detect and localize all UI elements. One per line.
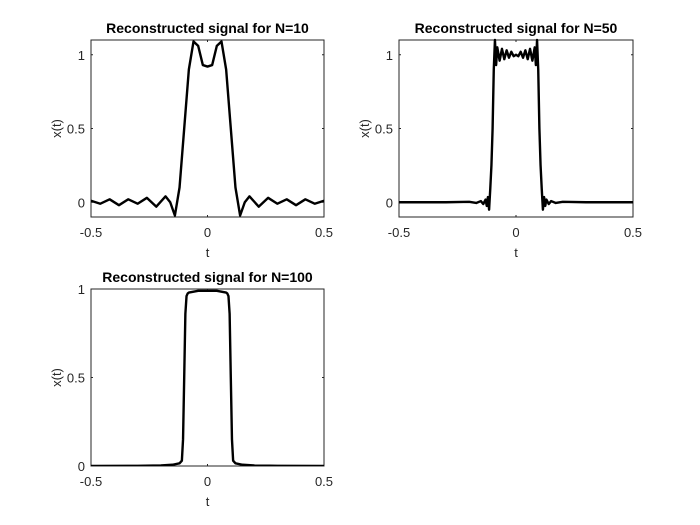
y-tick-label: 0.5	[67, 371, 85, 386]
y-axis-label: x(t)	[49, 368, 64, 387]
y-tick-label: 0	[78, 459, 85, 474]
y-tick-label: 0.5	[67, 122, 85, 137]
signal-line	[91, 40, 324, 217]
y-tick-label: 1	[78, 48, 85, 63]
x-tick-label: 0	[204, 474, 211, 489]
y-tick-label: 1	[386, 48, 393, 63]
x-tick-label: 0.5	[624, 225, 642, 240]
y-tick-label: 0	[78, 195, 85, 210]
panel-title: Reconstructed signal for N=10	[106, 20, 309, 36]
x-tick-label: 0	[204, 225, 211, 240]
signal-line	[91, 289, 324, 466]
x-axis-label: t	[206, 245, 210, 260]
axes-box	[398, 39, 634, 218]
y-tick-label: 0	[386, 195, 393, 210]
x-tick-label: -0.5	[388, 225, 410, 240]
x-tick-label: 0	[512, 225, 519, 240]
y-tick-label: 0.5	[375, 122, 393, 137]
axes-box	[90, 288, 325, 467]
x-tick-label: -0.5	[80, 225, 102, 240]
panel-title: Reconstructed signal for N=50	[415, 20, 618, 36]
y-axis-label: x(t)	[357, 119, 372, 138]
x-tick-label: 0.5	[315, 225, 333, 240]
x-tick-label: -0.5	[80, 474, 102, 489]
x-tick-label: 0.5	[315, 474, 333, 489]
panel-title: Reconstructed signal for N=100	[102, 269, 313, 285]
subplot-n10: -0.5 0 0.5 0 0.5 1 t x(t) Reconstructed signal f…	[49, 20, 333, 260]
subplot-n50: -0.5 0 0.5 0 0.5 1 t x(t) Reconstructed signal f…	[357, 20, 642, 260]
x-axis-label: t	[514, 245, 518, 260]
y-tick-label: 1	[78, 282, 85, 297]
y-axis-label: x(t)	[49, 119, 64, 138]
x-axis-label: t	[206, 494, 210, 509]
signal-line	[399, 38, 633, 211]
